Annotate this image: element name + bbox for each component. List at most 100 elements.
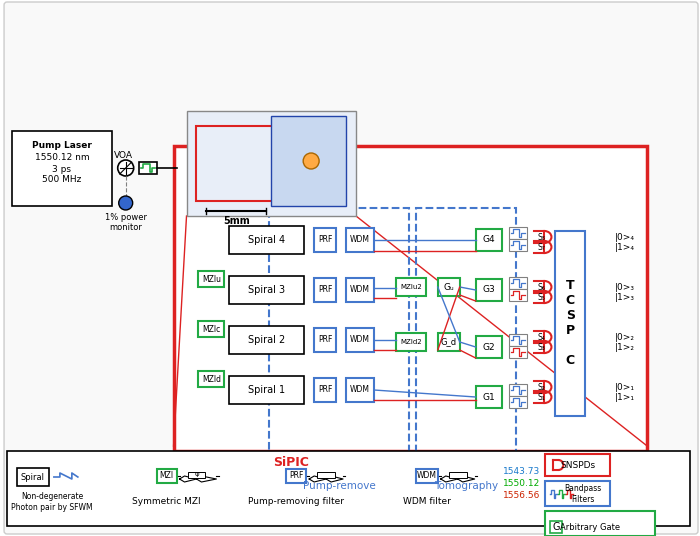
Bar bbox=[509, 396, 526, 408]
Text: Gᵤ: Gᵤ bbox=[443, 282, 454, 292]
Bar bbox=[12, 131, 112, 206]
Text: 1% power: 1% power bbox=[105, 213, 147, 222]
Text: SNSPDs: SNSPDs bbox=[561, 460, 596, 470]
Text: WDM: WDM bbox=[350, 235, 370, 244]
Bar bbox=[509, 277, 526, 289]
Text: VOA: VOA bbox=[114, 152, 133, 160]
Bar bbox=[545, 454, 610, 476]
Text: Pump-removing filter: Pump-removing filter bbox=[248, 496, 344, 505]
Bar bbox=[157, 469, 176, 483]
Text: Non-degenerate
Photon pair by SFWM: Non-degenerate Photon pair by SFWM bbox=[11, 492, 92, 512]
Text: PRF: PRF bbox=[289, 472, 303, 480]
Text: Tomography: Tomography bbox=[433, 481, 498, 491]
Bar bbox=[509, 289, 526, 301]
Bar bbox=[346, 228, 374, 252]
Bar bbox=[438, 278, 460, 296]
Text: S₄: S₄ bbox=[538, 332, 545, 341]
Text: PRF: PRF bbox=[318, 235, 332, 244]
Bar bbox=[17, 468, 49, 486]
Text: 3 ps: 3 ps bbox=[52, 165, 71, 174]
Text: S₇: S₇ bbox=[538, 242, 545, 251]
Text: WDM: WDM bbox=[350, 336, 370, 345]
Bar bbox=[270, 208, 409, 478]
Text: S₅: S₅ bbox=[538, 293, 545, 301]
Text: Pump Laser: Pump Laser bbox=[32, 142, 92, 151]
Text: SiPIC: SiPIC bbox=[273, 457, 309, 470]
Bar bbox=[314, 278, 336, 302]
Bar bbox=[509, 227, 526, 239]
Bar bbox=[199, 371, 225, 387]
Text: G_d: G_d bbox=[441, 338, 457, 346]
Text: WDM: WDM bbox=[350, 286, 370, 294]
Text: S₂: S₂ bbox=[538, 383, 545, 391]
Bar bbox=[449, 472, 467, 478]
Bar bbox=[416, 469, 438, 483]
Bar bbox=[7, 451, 690, 526]
Bar bbox=[272, 116, 346, 206]
Text: |1>₃: |1>₃ bbox=[615, 294, 636, 302]
Bar bbox=[230, 326, 304, 354]
Bar bbox=[199, 271, 225, 287]
Bar bbox=[230, 276, 304, 304]
Text: S₁: S₁ bbox=[538, 392, 545, 401]
Bar bbox=[230, 226, 304, 254]
Bar bbox=[346, 328, 374, 352]
Bar bbox=[509, 384, 526, 396]
Text: Pump-remove: Pump-remove bbox=[302, 481, 375, 491]
Text: G3: G3 bbox=[482, 286, 495, 294]
Text: Spiral 2: Spiral 2 bbox=[248, 335, 286, 345]
Bar bbox=[314, 228, 336, 252]
Text: Symmetric MZI: Symmetric MZI bbox=[132, 496, 201, 505]
Text: S₈: S₈ bbox=[538, 233, 545, 242]
Bar bbox=[314, 328, 336, 352]
Text: MZI: MZI bbox=[160, 472, 174, 480]
Text: PRF: PRF bbox=[318, 385, 332, 394]
Text: G4: G4 bbox=[482, 235, 495, 244]
Text: PRF: PRF bbox=[318, 286, 332, 294]
Text: Bandpass
Filters: Bandpass Filters bbox=[565, 485, 602, 504]
Text: 5mm: 5mm bbox=[223, 216, 250, 226]
Bar bbox=[476, 279, 502, 301]
Bar bbox=[476, 386, 502, 408]
Bar bbox=[346, 278, 374, 302]
Text: Spiral 3: Spiral 3 bbox=[248, 285, 286, 295]
Text: S₃: S₃ bbox=[538, 343, 545, 352]
Text: WDM: WDM bbox=[416, 472, 437, 480]
Bar bbox=[545, 511, 655, 536]
Bar bbox=[197, 126, 276, 201]
Bar bbox=[509, 239, 526, 251]
Text: MZld2: MZld2 bbox=[400, 339, 421, 345]
FancyBboxPatch shape bbox=[4, 2, 698, 534]
Bar bbox=[174, 146, 648, 451]
Text: 500 MHz: 500 MHz bbox=[42, 175, 82, 184]
Bar bbox=[509, 346, 526, 358]
Text: G1: G1 bbox=[482, 392, 495, 401]
Bar bbox=[416, 208, 515, 478]
Bar bbox=[438, 333, 460, 351]
Bar bbox=[509, 334, 526, 346]
Bar bbox=[317, 472, 335, 478]
Text: 1550.12 nm: 1550.12 nm bbox=[34, 153, 89, 162]
Text: |1>₁: |1>₁ bbox=[615, 393, 636, 403]
Text: MZlu2: MZlu2 bbox=[400, 284, 421, 290]
Circle shape bbox=[119, 196, 133, 210]
Text: T
C
S
P

C: T C S P C bbox=[566, 279, 575, 367]
Text: Spiral 1: Spiral 1 bbox=[248, 385, 286, 395]
Bar bbox=[186, 111, 356, 216]
Text: Spiral 4: Spiral 4 bbox=[248, 235, 286, 245]
Bar bbox=[199, 321, 225, 337]
Text: φ: φ bbox=[194, 471, 199, 477]
Text: Arbitrary Gate: Arbitrary Gate bbox=[560, 523, 620, 532]
Bar bbox=[286, 469, 306, 483]
Text: monitor: monitor bbox=[109, 222, 142, 232]
Bar bbox=[555, 231, 585, 416]
Bar bbox=[545, 481, 610, 506]
Circle shape bbox=[118, 160, 134, 176]
Text: 1543.73: 1543.73 bbox=[503, 466, 540, 475]
Bar bbox=[396, 333, 426, 351]
Text: WDM: WDM bbox=[350, 385, 370, 394]
Text: MZIc: MZIc bbox=[202, 324, 220, 333]
Text: 1550.12: 1550.12 bbox=[503, 479, 540, 488]
Text: WDM filter: WDM filter bbox=[403, 496, 451, 505]
Bar bbox=[476, 229, 502, 251]
